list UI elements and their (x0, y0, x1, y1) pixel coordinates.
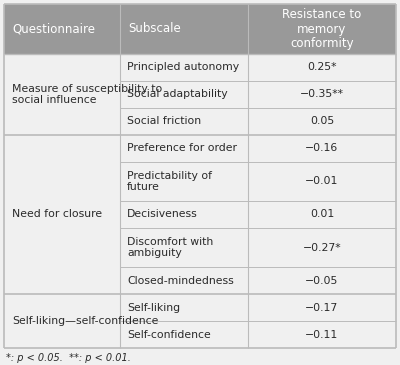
Bar (120, 321, 248, 348)
Bar (120, 267, 248, 294)
Bar (248, 228, 396, 267)
Bar (248, 108, 396, 135)
Text: Principled autonomy: Principled autonomy (127, 62, 239, 73)
Text: 0.25*: 0.25* (307, 62, 337, 73)
Text: Subscale: Subscale (128, 23, 181, 35)
Bar (120, 294, 248, 321)
Bar (248, 321, 396, 348)
Bar (4, 4, 396, 54)
Text: −0.35**: −0.35** (300, 89, 344, 99)
Text: Preference for order: Preference for order (127, 143, 237, 153)
Bar (248, 294, 396, 321)
Bar (248, 267, 396, 294)
Text: −0.01: −0.01 (305, 176, 339, 186)
Text: −0.11: −0.11 (305, 330, 339, 339)
Bar (120, 81, 248, 108)
Bar (4, 135, 120, 294)
Text: Predictability of
future: Predictability of future (127, 170, 212, 192)
Text: Measure of susceptibility to
social influence: Measure of susceptibility to social infl… (12, 84, 162, 105)
Text: *: p < 0.05.  **: p < 0.01.: *: p < 0.05. **: p < 0.01. (6, 353, 131, 363)
Text: Social adaptability: Social adaptability (127, 89, 228, 99)
Text: Questionnaire: Questionnaire (12, 23, 95, 35)
Text: 0.01: 0.01 (310, 210, 334, 219)
Bar (120, 201, 248, 228)
Text: −0.05: −0.05 (305, 276, 339, 286)
Text: Decisiveness: Decisiveness (127, 210, 198, 219)
Text: Social friction: Social friction (127, 116, 201, 126)
Text: Closed-mindedness: Closed-mindedness (127, 276, 234, 286)
Text: Self-liking—self-confidence: Self-liking—self-confidence (12, 316, 158, 326)
Text: −0.16: −0.16 (305, 143, 339, 153)
Bar (248, 54, 396, 81)
Bar (120, 228, 248, 267)
Bar (248, 162, 396, 201)
Bar (120, 108, 248, 135)
Bar (120, 135, 248, 162)
Text: Self-confidence: Self-confidence (127, 330, 211, 339)
Text: Discomfort with
ambiguity: Discomfort with ambiguity (127, 237, 213, 258)
Text: Resistance to
memory
conformity: Resistance to memory conformity (282, 8, 362, 50)
Bar (248, 81, 396, 108)
Bar (248, 135, 396, 162)
Bar (120, 162, 248, 201)
Bar (4, 294, 120, 348)
Text: 0.05: 0.05 (310, 116, 334, 126)
Bar (248, 201, 396, 228)
Text: −0.17: −0.17 (305, 303, 339, 313)
Bar (120, 54, 248, 81)
Text: Need for closure: Need for closure (12, 210, 102, 219)
Text: Self-liking: Self-liking (127, 303, 180, 313)
Bar (4, 54, 120, 135)
Text: −0.27*: −0.27* (303, 243, 341, 253)
